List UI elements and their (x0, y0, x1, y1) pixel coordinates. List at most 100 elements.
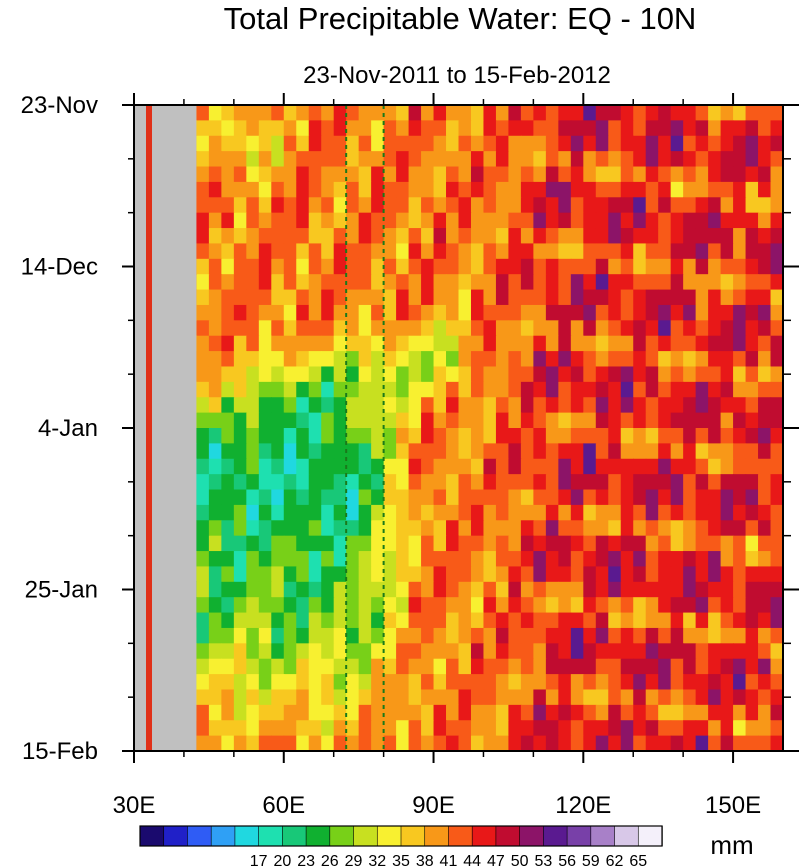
heatmap-cell (321, 704, 335, 721)
heatmap-cell (458, 581, 472, 598)
heatmap-cell (396, 720, 410, 737)
heatmap-cell (620, 304, 634, 321)
heatmap-cell (333, 489, 347, 506)
heatmap-cell (221, 704, 235, 721)
heatmap-cell (358, 704, 372, 721)
heatmap-cell (620, 581, 634, 598)
heatmap-cell (308, 443, 322, 460)
heatmap-cell (645, 489, 659, 506)
heatmap-cell (683, 412, 697, 429)
heatmap-cell (483, 258, 497, 275)
heatmap-cell (595, 135, 609, 152)
heatmap-cell (221, 458, 235, 475)
heatmap-cell (495, 412, 510, 429)
heatmap-cell (383, 566, 397, 583)
heatmap-cell (433, 105, 447, 121)
heatmap-cell (408, 520, 422, 537)
heatmap-cell (421, 458, 435, 475)
heatmap-cell (683, 135, 697, 152)
heatmap-cell (583, 397, 597, 414)
heatmap-cell (595, 566, 609, 583)
heatmap-cell (396, 166, 410, 183)
heatmap-cell (458, 212, 472, 229)
heatmap-cell (495, 597, 510, 614)
heatmap-cell (758, 289, 772, 306)
heatmap-cell (770, 166, 784, 183)
heatmap-cell (720, 520, 734, 537)
heatmap-cell (346, 105, 360, 121)
heatmap-cell (371, 689, 385, 706)
heatmap-cell (258, 381, 272, 398)
heatmap-cell (371, 289, 385, 306)
heatmap-cell (308, 120, 322, 137)
heatmap-cell (246, 320, 260, 337)
heatmap-cell (520, 566, 534, 583)
heatmap-cell (670, 551, 684, 568)
heatmap-cell (745, 397, 759, 414)
heatmap-cell (233, 381, 247, 398)
heatmap-cell (633, 643, 647, 660)
heatmap-cell (570, 243, 584, 260)
heatmap-cell (383, 197, 397, 214)
heatmap-cell (296, 135, 310, 152)
heatmap-cell (258, 443, 272, 460)
heatmap-cell (458, 258, 472, 275)
heatmap-cell (720, 228, 734, 245)
heatmap-cell (533, 689, 547, 706)
heatmap-cell (446, 627, 460, 644)
heatmap-cell (421, 535, 435, 552)
heatmap-cell (308, 489, 322, 506)
heatmap-cell (608, 581, 622, 598)
heatmap-cell (246, 720, 260, 737)
heatmap-cell (333, 627, 347, 644)
heatmap-cell (758, 428, 772, 444)
heatmap-cell (433, 289, 447, 306)
heatmap-cell (695, 643, 709, 660)
heatmap-cell (720, 181, 734, 198)
heatmap-cell (221, 289, 235, 306)
heatmap-cell (446, 243, 460, 260)
heatmap-cell (233, 304, 247, 321)
heatmap-cell (658, 181, 672, 198)
heatmap-cell (308, 735, 322, 752)
heatmap-cell (633, 304, 647, 321)
heatmap-cell (458, 243, 472, 260)
heatmap-cell (271, 689, 285, 706)
heatmap-cell (283, 181, 297, 198)
heatmap-cell (371, 735, 385, 752)
heatmap-cell (583, 428, 597, 444)
heatmap-cell (570, 566, 584, 583)
heatmap-cell (358, 504, 372, 521)
heatmap-cell (321, 627, 335, 644)
heatmap-cell (670, 120, 684, 137)
heatmap-cell (271, 274, 285, 291)
heatmap-cell (433, 581, 447, 598)
heatmap-cell (383, 228, 397, 245)
heatmap-cell (658, 627, 672, 644)
heatmap-cell (720, 105, 734, 121)
heatmap-cell (733, 704, 747, 721)
heatmap-cell (421, 612, 435, 629)
heatmap-cell (583, 458, 597, 475)
heatmap-cell (308, 612, 322, 629)
heatmap-cell (520, 166, 534, 183)
heatmap-cell (745, 504, 759, 521)
heatmap-cell (520, 228, 534, 245)
heatmap-cell (458, 166, 472, 183)
heatmap-cell (758, 351, 772, 368)
heatmap-cell (570, 581, 584, 598)
heatmap-cell (208, 489, 222, 506)
heatmap-cell (396, 520, 410, 537)
heatmap-cell (683, 597, 697, 614)
heatmap-cell (258, 243, 272, 260)
heatmap-cell (421, 335, 435, 352)
heatmap-cell (583, 412, 597, 429)
heatmap-cell (208, 258, 222, 275)
heatmap-cell (658, 643, 672, 660)
heatmap-cell (458, 304, 472, 321)
heatmap-cell (533, 443, 547, 460)
heatmap-cell (633, 489, 647, 506)
heatmap-cell (233, 428, 247, 444)
heatmap-cell (633, 135, 647, 152)
heatmap-cell (708, 597, 722, 614)
